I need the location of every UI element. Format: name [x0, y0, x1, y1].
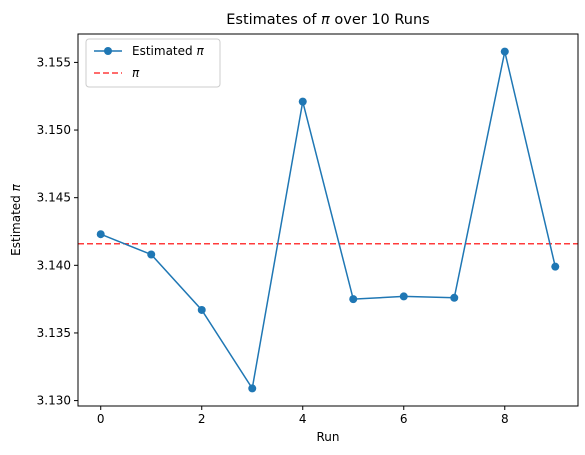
legend-reference-label: π [132, 66, 140, 80]
data-point [298, 97, 307, 106]
data-point [500, 47, 509, 56]
y-axis: 3.130 3.135 3.140 3.145 3.150 3.155 [37, 55, 78, 408]
x-axis: 0 2 4 6 8 [97, 406, 509, 426]
data-point [248, 384, 257, 393]
axes-frame [77, 33, 579, 407]
data-point [197, 305, 206, 314]
plot-area [77, 33, 579, 407]
series-line [100, 51, 557, 391]
y-tick-label: 3.155 [37, 55, 71, 69]
legend-series-label: Estimated π [132, 44, 204, 58]
data-point [147, 250, 156, 259]
chart-title: Estimates of π over 10 Runs [226, 12, 430, 28]
y-tick-label: 3.145 [37, 191, 71, 205]
data-point [551, 262, 560, 271]
data-point [349, 295, 358, 304]
legend: Estimated π π [85, 38, 221, 88]
x-tick-label: 6 [400, 412, 408, 426]
y-tick-label: 3.135 [37, 326, 71, 340]
x-tick-label: 4 [299, 412, 307, 426]
y-tick-label: 3.140 [37, 258, 71, 272]
data-point [450, 293, 459, 302]
data-point [399, 292, 408, 301]
y-axis-label: Estimated π [9, 183, 23, 255]
x-axis-label: Run [316, 430, 339, 444]
legend-series-marker [104, 47, 112, 55]
data-point [96, 230, 105, 239]
x-tick-label: 8 [501, 412, 509, 426]
series-layer [96, 47, 560, 393]
y-tick-label: 3.150 [37, 123, 71, 137]
x-tick-label: 2 [198, 412, 206, 426]
y-tick-label: 3.130 [37, 394, 71, 408]
x-tick-label: 0 [97, 412, 105, 426]
